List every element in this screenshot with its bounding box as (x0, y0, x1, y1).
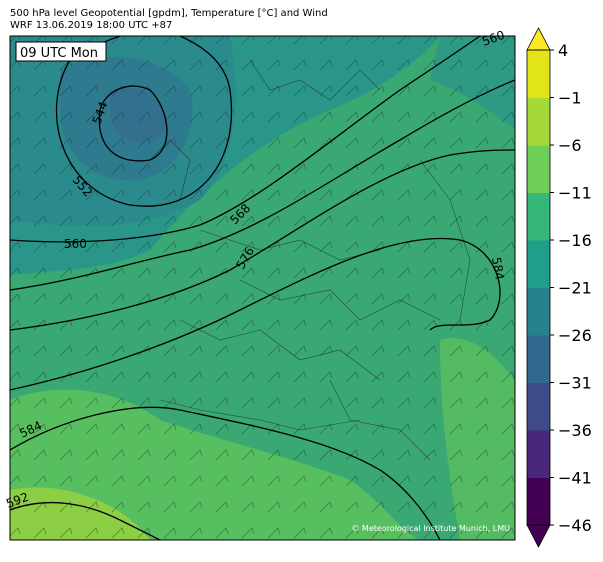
colorbar-band (527, 430, 550, 478)
credit: © Meteorological Institute Munich, LMU (351, 524, 510, 533)
colorbar-tick-label: −16 (558, 231, 592, 250)
colorbar-extend-top (526, 27, 551, 51)
colorbar-tick-label: −6 (558, 136, 582, 155)
colorbar-band (527, 240, 550, 288)
colorbar-tick-label: −36 (558, 421, 592, 440)
colorbar-tick-label: −11 (558, 184, 592, 203)
colorbar-tick-label: 4 (558, 41, 568, 60)
colorbar-tick-label: −41 (558, 469, 592, 488)
colorbar: 4 −1 −6 −11 −16 −21 −26 −31 −36 −41 −46 (526, 27, 592, 548)
contour-label: 560 (64, 237, 87, 251)
colorbar-tick-label: −1 (558, 89, 582, 108)
colorbar-band (527, 192, 550, 241)
colorbar-band (527, 145, 550, 193)
contour-label: 584 (489, 256, 507, 281)
title: 500 hPa level Geopotential [gpdm], Tempe… (10, 8, 328, 19)
subtitle: WRF 13.06.2019 18:00 UTC +87 (10, 20, 172, 31)
colorbar-tick-label: −21 (558, 279, 592, 298)
colorbar-band (527, 335, 550, 383)
colorbar-band (527, 50, 550, 98)
colorbar-band (527, 477, 550, 526)
time-label: 09 UTC Mon (20, 46, 98, 61)
colorbar-tick-label: −26 (558, 326, 592, 345)
colorbar-band (527, 287, 550, 336)
colorbar-tick-label: −46 (558, 516, 592, 535)
colorbar-band (527, 382, 550, 431)
map-frame (9, 35, 516, 541)
colorbar-tick-label: −31 (558, 374, 592, 393)
time-box (15, 41, 107, 62)
colorbar-extend-bottom (526, 524, 551, 548)
colorbar-band (527, 97, 550, 146)
map (10, 36, 515, 540)
